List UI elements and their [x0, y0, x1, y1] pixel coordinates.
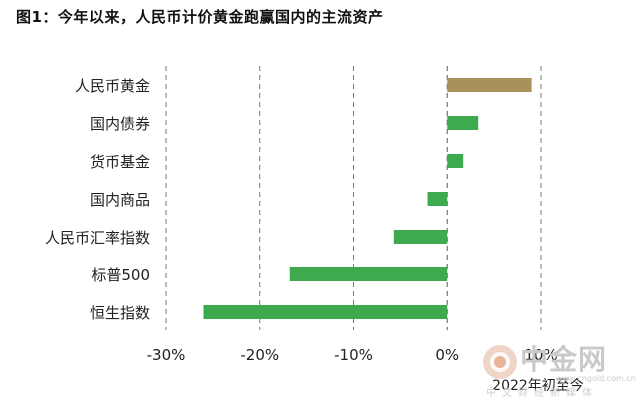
watermark-url: www.cngold.com.cn [556, 374, 636, 383]
chart-title: 图1：今年以来，人民币计价黄金跑赢国内的主流资产 [16, 8, 384, 26]
category-label: 国内债券 [90, 115, 150, 133]
bar [447, 78, 532, 92]
category-label: 人民币黄金 [75, 77, 150, 95]
category-label: 人民币汇率指数 [45, 229, 150, 247]
watermark: 中金网 www.cngold.com.cn 中文财经新媒体 [478, 338, 636, 399]
watermark-logo-icon [483, 345, 517, 379]
bar [393, 230, 448, 244]
x-tick-label: -20% [240, 346, 279, 364]
bars [203, 78, 532, 319]
category-label: 标普500 [91, 266, 150, 284]
grid-lines [165, 66, 542, 330]
category-label: 货币基金 [90, 153, 150, 171]
bar [447, 116, 479, 130]
watermark-name: 中金网 [520, 343, 608, 376]
x-tick-label: 10% [524, 346, 557, 364]
x-tick-label: -30% [147, 346, 186, 364]
x-tick-label: 0% [435, 346, 459, 364]
bar [427, 192, 448, 206]
bar [203, 305, 448, 319]
watermark-subtitle: 中文财经新媒体 [486, 388, 598, 399]
bar [289, 267, 448, 281]
bar [447, 154, 464, 168]
x-tick-label: -10% [334, 346, 373, 364]
category-label: 国内商品 [90, 191, 150, 209]
category-label: 恒生指数 [90, 304, 150, 322]
tick-labels: -30% -20% -10% 0% 10% [147, 346, 558, 364]
x-axis-label: 2022年初至今 [492, 377, 584, 394]
